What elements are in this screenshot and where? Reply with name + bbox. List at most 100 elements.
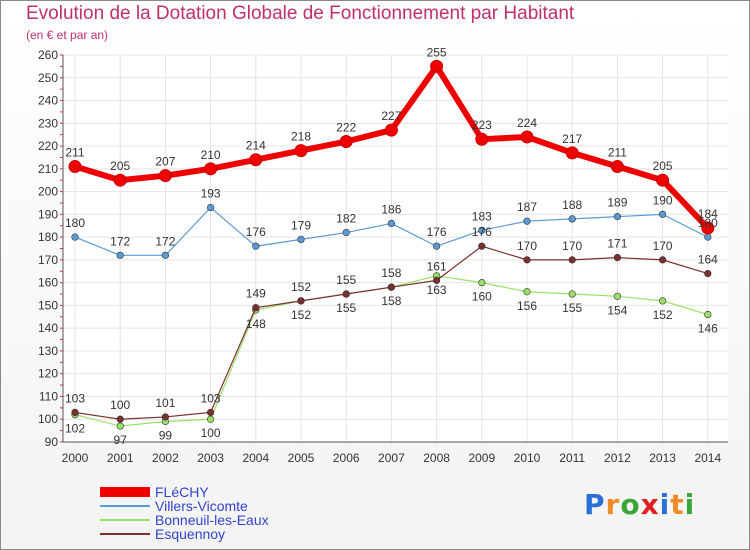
legend-label: Esquennoy [155,526,226,542]
data-point-esquennoy [658,256,667,264]
y-tick-label: 260 [38,48,58,62]
data-point-fl-chy [68,160,82,174]
data-point-fl-chy [204,162,218,176]
data-point-villers-vicomte [387,219,396,228]
data-point-esquennoy [613,254,622,262]
data-label-villers-vicomte: 176 [246,225,266,239]
data-label-esquennoy: 101 [155,396,175,410]
data-point-fl-chy [113,173,127,187]
data-label-bonneuil-les-eaux: 102 [65,422,85,436]
chart-title: Evolution de la Dotation Globale de Fonc… [26,3,575,24]
logo-letter: P [584,488,606,521]
data-label-fl-chy: 255 [427,45,447,59]
data-label-fl-chy: 223 [472,118,492,132]
data-point-fl-chy [430,59,444,73]
data-label-villers-vicomte: 172 [110,234,130,248]
legend-label: Villers-Vicomte [155,498,248,514]
data-label-bonneuil-les-eaux: 156 [517,299,537,313]
logo-letter: t [670,488,685,521]
data-point-esquennoy [523,256,531,264]
data-label-bonneuil-les-eaux: 155 [562,301,582,315]
y-tick-label: 170 [38,253,58,267]
data-point-esquennoy [704,269,712,278]
data-label-fl-chy: 218 [291,130,311,144]
y-tick-label: 150 [38,298,58,312]
data-label-fl-chy: 217 [562,132,582,146]
data-label-esquennoy: 152 [291,280,311,294]
data-label-fl-chy: 211 [608,146,627,160]
logo-letter: r [605,488,621,521]
data-point-villers-vicomte [658,210,667,218]
y-tick-label: 180 [38,230,58,244]
data-label-fl-chy: 214 [246,139,266,153]
data-point-fl-chy [610,160,624,174]
data-label-esquennoy: 171 [607,237,627,251]
data-point-villers-vicomte [297,235,305,243]
data-point-villers-vicomte [704,233,712,241]
legend-item: Villers-Vicomte [100,498,248,514]
data-point-esquennoy [207,408,215,417]
y-tick-label: 200 [38,185,58,199]
data-label-bonneuil-les-eaux: 148 [246,317,266,331]
y-tick-label: 140 [38,321,58,335]
data-label-esquennoy: 158 [381,266,401,280]
data-point-villers-vicomte [568,215,576,223]
x-tick-label: 2001 [107,451,134,465]
data-label-villers-vicomte: 189 [607,196,627,210]
legend-swatch [100,505,150,507]
y-tick-label: 90 [45,435,59,449]
data-point-fl-chy [384,123,398,137]
data-point-esquennoy [433,276,441,284]
data-point-villers-vicomte [613,213,622,221]
data-label-villers-vicomte: 186 [381,202,401,216]
legend-swatch [100,533,150,535]
data-label-fl-chy: 184 [698,207,718,221]
data-label-fl-chy: 205 [653,159,673,173]
logo-letter: i [684,488,696,521]
y-tick-label: 110 [39,389,58,403]
x-tick-label: 2000 [62,451,89,465]
data-label-villers-vicomte: 180 [65,216,85,230]
x-tick-label: 2004 [242,451,269,465]
y-tick-label: 240 [38,94,58,108]
data-point-bonneuil-les-eaux [568,290,576,298]
data-label-esquennoy: 161 [427,259,447,273]
data-point-villers-vicomte [433,242,441,250]
data-label-villers-vicomte: 179 [291,218,311,232]
data-point-bonneuil-les-eaux [116,422,124,430]
data-point-villers-vicomte [161,251,169,259]
x-tick-label: 2005 [288,451,315,465]
data-point-villers-vicomte [252,242,260,250]
y-tick-label: 120 [38,367,58,381]
logo-letter: i [659,488,671,521]
data-label-villers-vicomte: 190 [653,193,673,207]
x-tick-label: 2010 [514,451,541,465]
data-label-esquennoy: 170 [517,239,537,253]
legend-swatch [100,487,150,497]
data-point-esquennoy [297,297,305,305]
y-tick-label: 100 [38,412,58,426]
data-label-bonneuil-les-eaux: 146 [698,322,718,336]
data-label-bonneuil-les-eaux: 158 [381,294,401,308]
chart-subtitle: (en € et par an) [26,28,109,42]
data-point-fl-chy [520,130,534,144]
data-label-esquennoy: 103 [201,391,221,405]
legend-item: Bonneuil-les-Eaux [100,512,269,528]
legend-item: Esquennoy [100,526,226,542]
data-label-bonneuil-les-eaux: 152 [653,308,673,322]
data-label-esquennoy: 155 [336,273,356,287]
data-point-bonneuil-les-eaux [207,415,215,423]
data-label-villers-vicomte: 193 [201,187,221,201]
data-point-fl-chy [158,169,172,183]
y-tick-label: 250 [38,71,58,85]
logo-letter: o [620,488,641,521]
data-label-villers-vicomte: 172 [155,234,175,248]
y-tick-label: 190 [38,207,58,221]
data-label-bonneuil-les-eaux: 155 [336,301,356,315]
y-tick-label: 220 [38,139,58,153]
data-point-esquennoy [252,304,260,312]
data-point-fl-chy [294,144,308,158]
legend-swatch [100,519,150,521]
y-tick-label: 130 [38,344,58,358]
